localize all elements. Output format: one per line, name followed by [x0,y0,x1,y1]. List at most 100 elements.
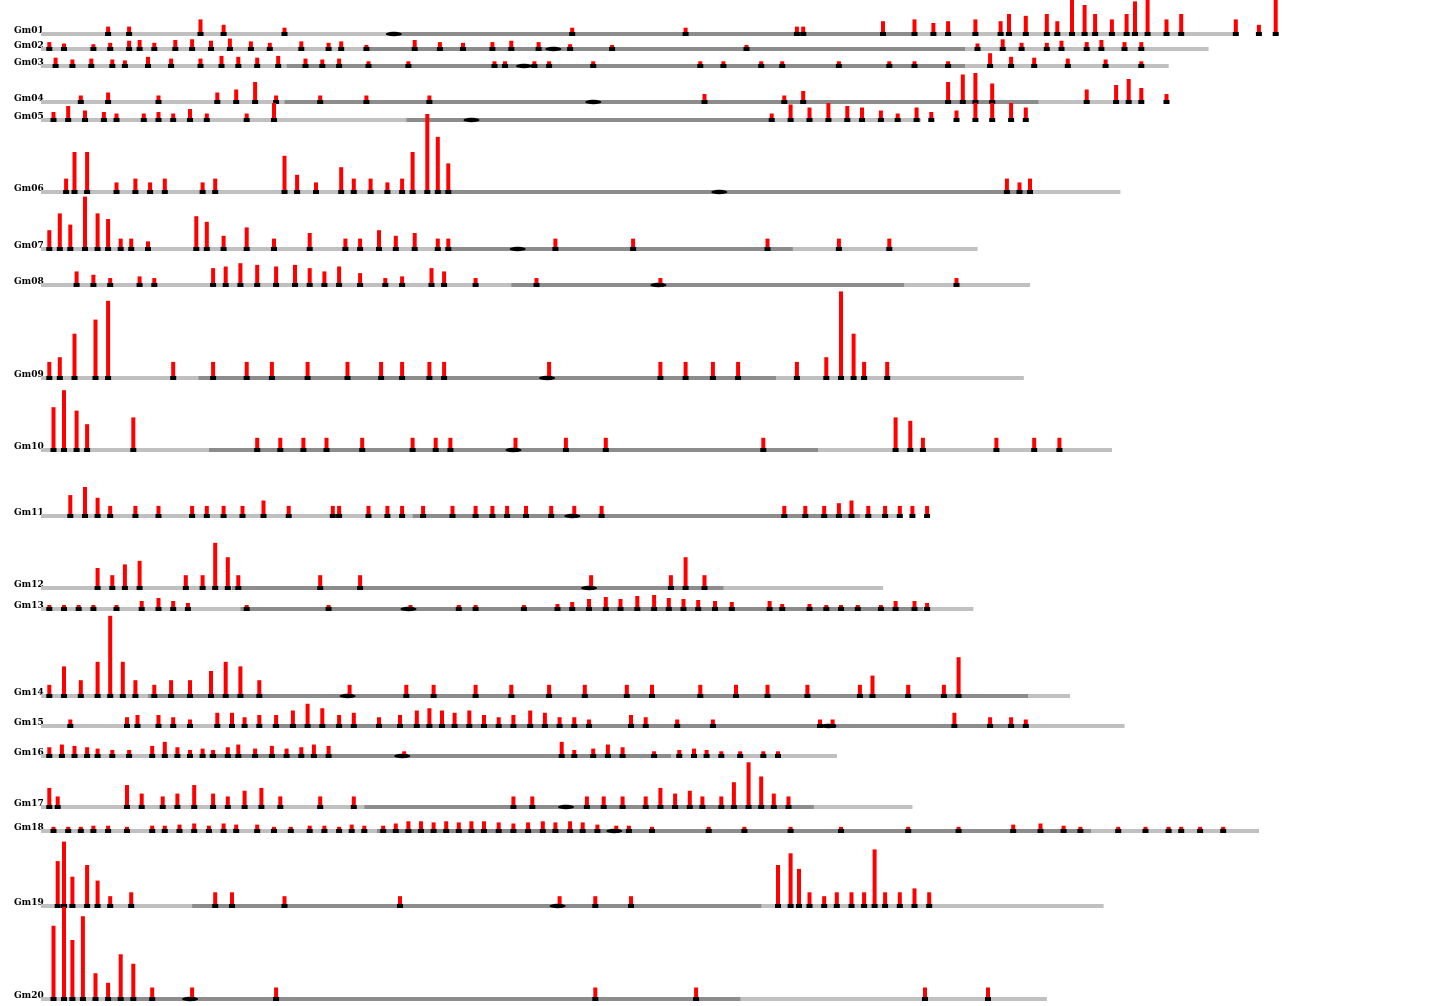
locus-marker [145,247,151,251]
locus-marker [56,376,63,380]
locus-marker [913,118,920,122]
peak-bar [666,598,671,607]
peak-bar [473,505,478,514]
peak-bar [173,40,178,47]
locus-marker [922,997,928,1001]
peak-bar [169,58,174,64]
chromosome-label: Gm11 [14,508,44,518]
peak-bar [236,575,241,586]
locus-marker [84,190,91,194]
locus-marker [430,829,437,833]
locus-marker [121,64,128,68]
peak-bar [393,823,398,829]
locus-marker [1113,100,1120,104]
locus-marker [472,607,479,611]
locus-marker [1008,118,1015,122]
peak-bar [171,601,176,607]
locus-marker [535,47,542,51]
locus-marker [793,376,800,380]
peak-bar [652,595,657,607]
locus-marker [73,448,80,452]
peak-bar [675,719,680,724]
peak-bar [1070,0,1074,33]
pericentromeric-region [412,514,860,518]
peak-bar [211,268,216,283]
peak-bar [988,53,993,64]
peak-bar [110,575,115,586]
locus-marker [73,283,80,287]
peak-bar [442,361,447,376]
peak-bar [931,23,936,32]
peak-bar [744,44,749,47]
peak-bar [257,715,262,724]
peak-bar [547,684,552,694]
peak-bar [47,42,52,47]
chromosome-label: Gm16 [14,748,44,758]
peak-bar [91,605,96,607]
locus-marker [472,283,479,287]
peak-bar [887,238,892,247]
peak-bar [215,712,220,724]
locus-marker [84,904,91,908]
peak-bar [120,661,125,694]
peak-bar [767,601,772,607]
peak-bar [761,437,766,448]
track-gm14: Gm14 [14,615,1070,699]
locus-marker [212,586,219,590]
peak-bar [956,657,961,694]
locus-marker [363,47,370,51]
peak-bar [553,822,558,829]
locus-marker [310,754,317,758]
locus-marker [252,754,259,758]
locus-marker [229,904,235,908]
locus-marker [397,724,403,728]
peak-bar [923,987,927,997]
locus-marker [989,118,996,122]
peak-bar [1032,57,1037,64]
locus-marker [271,829,277,833]
peak-bar [878,110,883,118]
locus-marker [346,694,353,698]
locus-marker [787,829,794,833]
locus-marker [546,694,553,698]
peak-bar [883,505,888,514]
peak-bar [106,982,111,997]
pericentromeric-region [366,47,965,51]
pericentromeric-region [110,997,741,1001]
peak-bar [731,782,736,805]
locus-marker [58,754,65,758]
peak-bar [248,41,253,47]
peak-bar [62,605,66,607]
locus-marker [208,694,214,698]
peak-bar [1233,19,1238,32]
locus-marker [1232,32,1239,36]
locus-marker [319,64,326,68]
peak-bar [47,230,52,247]
pericentromeric-region [435,190,1033,194]
pericentromeric-region [446,247,793,251]
peak-bar [780,61,785,64]
peak-bar [912,601,917,607]
peak-bar [776,751,780,754]
locus-marker [323,448,330,452]
locus-marker [434,247,441,251]
peak-bar [162,741,167,754]
peak-bar [406,821,411,829]
locus-marker [52,64,59,68]
locus-marker [94,694,101,698]
locus-marker [1165,829,1172,833]
locus-marker [548,514,555,518]
peak-bar [706,826,711,829]
peak-bar [776,865,780,904]
locus-marker [283,754,290,758]
peak-bar [95,661,100,694]
peak-bar [1007,14,1011,32]
peak-bar [190,39,195,47]
peak-bar [188,749,192,754]
peak-bar [152,278,157,283]
peak-bar [482,821,486,829]
locus-marker [838,376,844,380]
peak-bar [311,744,316,754]
peak-bar [839,291,843,376]
peak-bar [274,95,279,100]
